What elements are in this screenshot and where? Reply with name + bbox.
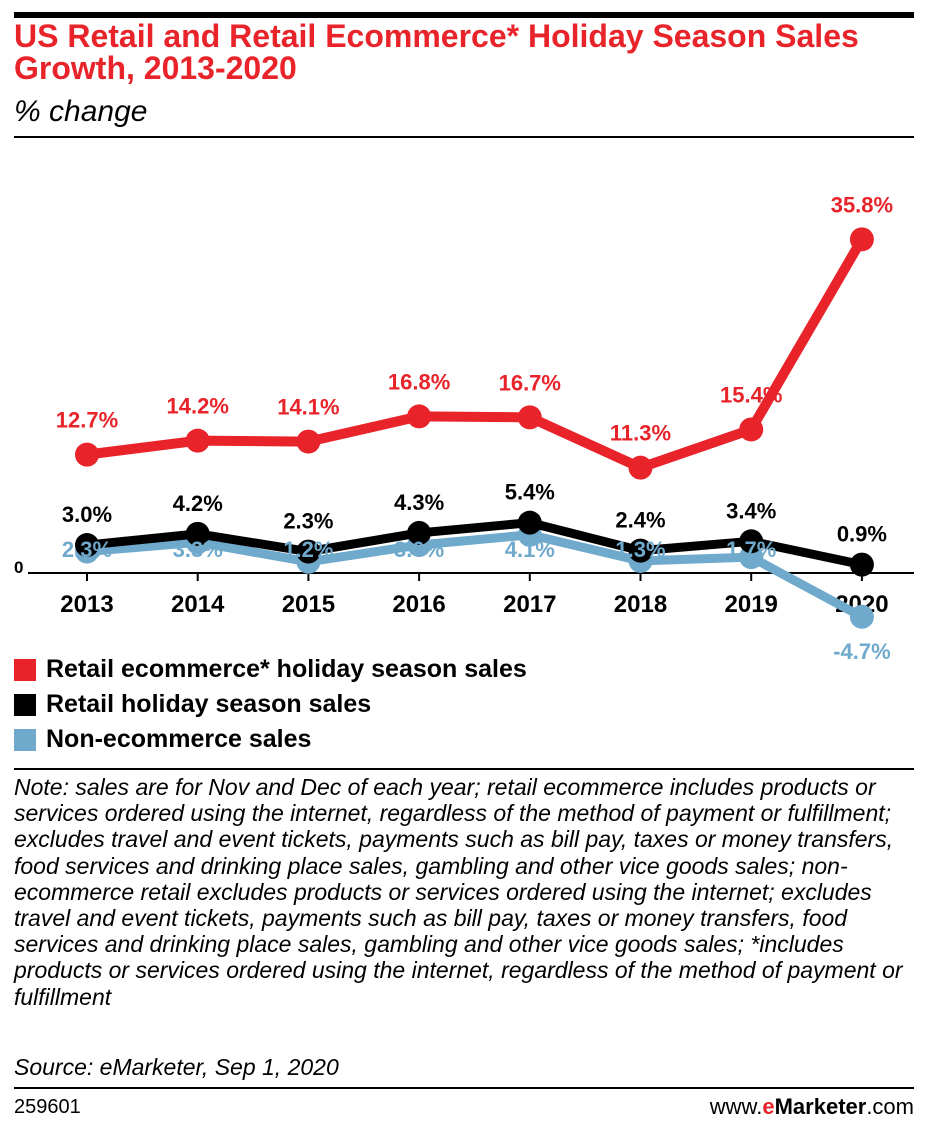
brand-e: e bbox=[762, 1094, 775, 1119]
data-point bbox=[75, 442, 99, 467]
legend-item: Non-ecommerce sales bbox=[14, 722, 527, 757]
brand-prefix: www. bbox=[709, 1094, 763, 1119]
data-point bbox=[739, 529, 764, 554]
legend-label: Retail holiday season sales bbox=[46, 690, 372, 718]
legend-item: Retail ecommerce* holiday season sales bbox=[14, 652, 527, 687]
data-label: 35.8% bbox=[831, 192, 893, 217]
legend-item: Retail holiday season sales bbox=[14, 687, 527, 722]
data-label: 14.1% bbox=[277, 395, 339, 420]
chart-id: 259601 bbox=[14, 1096, 81, 1118]
data-label: 3.0% bbox=[62, 502, 112, 527]
data-label: 11.3% bbox=[610, 421, 671, 446]
data-point bbox=[517, 405, 542, 430]
legend-swatch bbox=[14, 658, 36, 681]
data-point bbox=[849, 552, 874, 577]
legend: Retail ecommerce* holiday season sales Re… bbox=[14, 652, 527, 757]
data-label: 4.3% bbox=[394, 490, 444, 515]
data-label: 16.7% bbox=[499, 370, 561, 395]
data-point bbox=[739, 417, 764, 442]
data-label: -4.7% bbox=[833, 639, 890, 664]
subtitle-rule bbox=[14, 136, 914, 138]
data-label: 3.3% bbox=[173, 537, 223, 562]
x-tick-label: 2019 bbox=[725, 591, 778, 618]
chart-subtitle: % change bbox=[14, 95, 148, 128]
data-label: 16.8% bbox=[388, 369, 450, 394]
data-point bbox=[296, 429, 321, 454]
source-text: Source: eMarketer, Sep 1, 2020 bbox=[14, 1054, 339, 1080]
brand-suffix: .com bbox=[866, 1094, 914, 1119]
chart-title: US Retail and Retail Ecommerce* Holiday … bbox=[14, 18, 859, 86]
data-point bbox=[628, 538, 653, 563]
data-label: 1.2% bbox=[283, 537, 333, 562]
brand-marketer: Marketer bbox=[774, 1094, 867, 1119]
data-label: 4.2% bbox=[173, 491, 223, 516]
data-label: 2.4% bbox=[615, 508, 665, 533]
series-layer bbox=[75, 227, 874, 629]
data-point bbox=[407, 404, 432, 429]
data-label: 15.4% bbox=[720, 382, 782, 407]
data-point bbox=[628, 455, 653, 480]
y-tick-label-zero: 0 bbox=[14, 558, 23, 577]
data-point bbox=[407, 520, 432, 545]
bottom-rule bbox=[14, 1087, 914, 1089]
brand-link[interactable]: www.eMarketer.com bbox=[710, 1094, 914, 1120]
data-point bbox=[185, 521, 210, 546]
label-layer: 12.7% 14.2% 14.1% 16.8% 16.7% 11.3% 15.4% 35.8%… bbox=[56, 192, 893, 663]
series-line bbox=[82, 234, 867, 473]
data-point bbox=[517, 510, 542, 535]
x-tick-label: 2013 bbox=[60, 591, 113, 618]
legend-label: Retail ecommerce* holiday season sales bbox=[46, 655, 527, 683]
data-label: 4.1% bbox=[505, 537, 555, 562]
data-label: 1.7% bbox=[726, 537, 776, 562]
series-line bbox=[82, 518, 867, 570]
data-label: 14.2% bbox=[167, 394, 229, 419]
series-line bbox=[82, 530, 867, 622]
data-label: 0.9% bbox=[837, 522, 887, 547]
data-label: 3.0% bbox=[394, 537, 444, 562]
x-tick-label: 2018 bbox=[614, 591, 667, 618]
data-label: 5.4% bbox=[505, 480, 555, 505]
legend-swatch bbox=[14, 693, 36, 716]
data-point bbox=[849, 604, 874, 629]
x-tick-label: 2016 bbox=[392, 591, 445, 618]
data-label: 1.3% bbox=[615, 537, 665, 562]
data-point bbox=[75, 533, 99, 558]
legend-rule bbox=[14, 768, 914, 770]
data-point bbox=[296, 539, 321, 564]
data-point bbox=[849, 227, 874, 252]
legend-label: Non-ecommerce sales bbox=[46, 725, 312, 753]
data-point bbox=[185, 428, 210, 453]
top-rule bbox=[14, 12, 914, 18]
data-label: 12.7% bbox=[56, 408, 118, 433]
x-tick-label: 2014 bbox=[171, 591, 225, 618]
note-text: Note: sales are for Nov and Dec of each … bbox=[14, 774, 903, 1010]
x-tick-label: 2015 bbox=[282, 591, 335, 618]
x-tick-label: 2017 bbox=[503, 591, 556, 618]
data-label: 2.3% bbox=[283, 509, 333, 534]
legend-swatch bbox=[14, 728, 36, 751]
data-label: 2.3% bbox=[62, 537, 112, 562]
data-label: 3.4% bbox=[726, 498, 776, 523]
